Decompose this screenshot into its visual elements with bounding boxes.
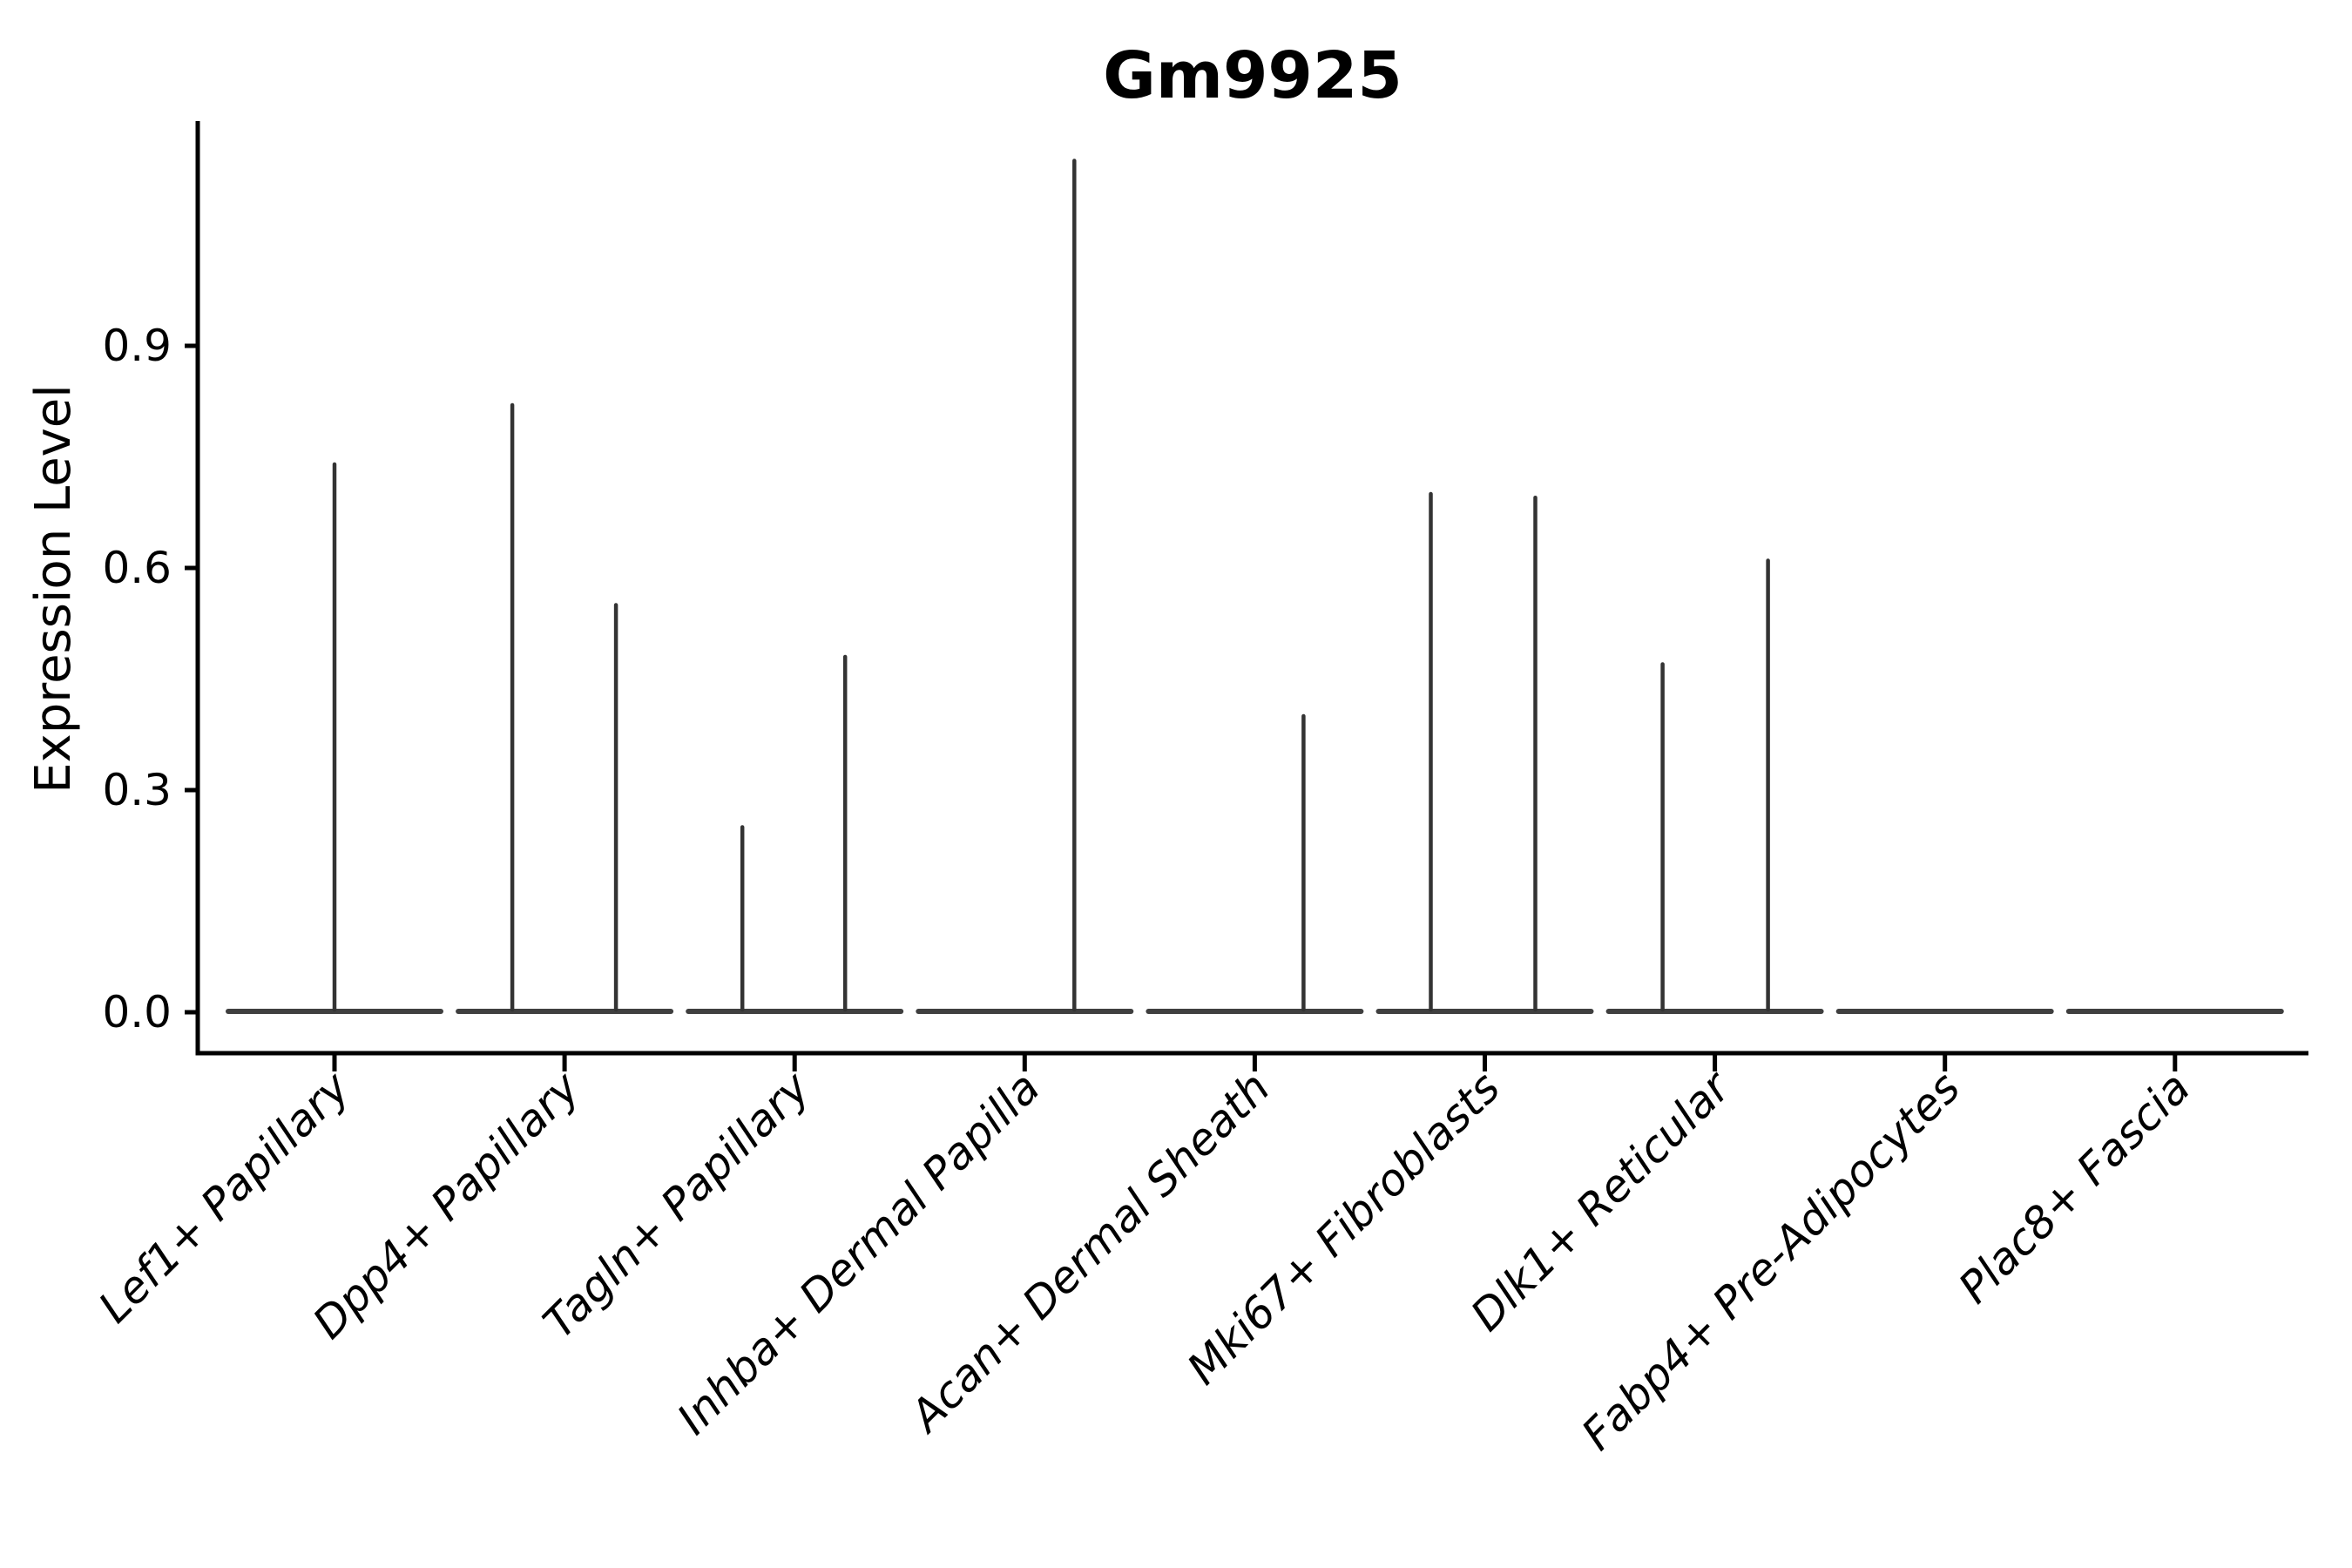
violin-category <box>916 159 1134 1014</box>
x-axis-tick-label: Inhba+ Dermal Papilla <box>667 1062 1049 1443</box>
x-axis-tick-label: Fabp4+ Pre-Adipocytes <box>1572 1062 1970 1460</box>
y-axis-label: Expression Level <box>25 384 82 794</box>
violin-category <box>1375 491 1594 1014</box>
y-axis-tick-label: 0.6 <box>102 543 172 593</box>
x-axis-tick-label: Lef1+ Papillary <box>89 1061 360 1332</box>
violin-category <box>1605 558 1824 1014</box>
violin-category <box>226 462 443 1014</box>
y-axis-tick-label: 0.3 <box>102 765 172 815</box>
y-axis-tick-label: 0.0 <box>102 987 172 1037</box>
violin-category <box>456 402 674 1014</box>
violin-category <box>1146 713 1364 1014</box>
violins <box>226 159 2284 1014</box>
plot-title: Gm9925 <box>1103 38 1402 113</box>
violin-category <box>686 654 904 1014</box>
y-axis-tick-label: 0.9 <box>102 321 172 371</box>
x-axis-tick-label: Plac8+ Fascia <box>1949 1062 2200 1313</box>
